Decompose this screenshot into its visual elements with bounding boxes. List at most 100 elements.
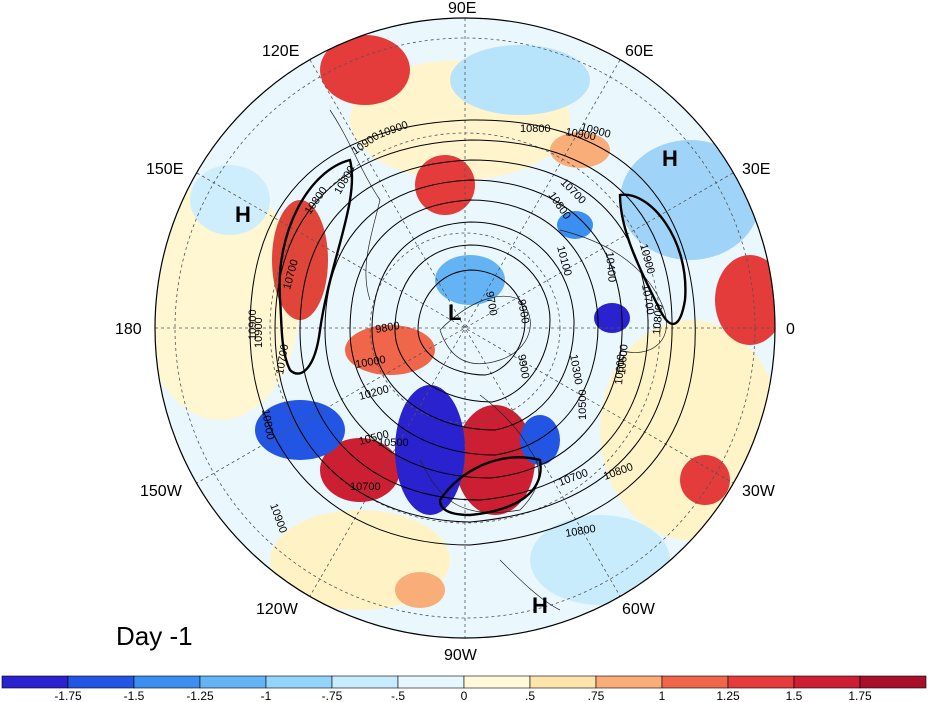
contour-10500 (324, 179, 623, 479)
colorbar-tick-label: 1 (659, 689, 666, 702)
contour-label: 10500 (577, 389, 589, 420)
shade-lightblue-south (530, 515, 670, 605)
colorbar-tick-label: -1 (261, 689, 272, 702)
shade-red-west-europe (715, 255, 775, 345)
contour-label: 9800 (374, 320, 400, 336)
colorbar-swatch (265, 675, 333, 689)
colorbar-swatch (331, 675, 399, 689)
shade-blue-siberia (557, 211, 593, 239)
meridian-150e-30w (196, 172, 734, 484)
lon-label-120w: 120W (256, 601, 299, 618)
shade-lightblue-north (450, 45, 590, 115)
colorbar-swatch (595, 675, 663, 689)
shade-orange-60e (550, 132, 610, 168)
colorbar-tick-label: 1.75 (848, 689, 872, 702)
jet-contour-east (618, 193, 687, 325)
jet-contour-west (278, 158, 354, 375)
contour-10100 (371, 221, 575, 431)
contour-label: 9700 (483, 290, 499, 316)
contour-label: 10800 (651, 304, 666, 336)
colorbar: -1.75 -1.5 -1.25 -1 -.75 -.5 0 .5 .75 1 1.25 1.5 1.7… (1, 675, 927, 702)
shade-lightblue-150e (190, 165, 270, 235)
shade-red-atlantic (680, 455, 730, 505)
coastline-central-america (499, 559, 561, 611)
height-contours (249, 119, 696, 546)
lon-label-30w: 30W (742, 483, 776, 500)
colorbar-swatch (67, 675, 135, 689)
contour-10800 (274, 139, 673, 523)
shade-pale-yellow-west (155, 180, 300, 420)
high-atlantic-south: H (532, 593, 548, 618)
colorbar-swatch (859, 675, 927, 689)
shade-red-pacific (320, 438, 400, 502)
lon-label-60e: 60E (625, 43, 653, 60)
contour-label: 10800 (259, 408, 276, 440)
colorbar-swatch (133, 675, 201, 689)
high-pacific-west: H (235, 202, 251, 227)
contour-9900 (394, 244, 551, 403)
shade-lightblue-europe (620, 140, 760, 260)
contour-labels: 1090010800109001070010800109001070010900… (247, 119, 666, 540)
contour-10300 (349, 199, 599, 456)
coastline-arctic (439, 296, 531, 364)
contour-10700 (299, 159, 649, 501)
contour-label: 10700 (639, 283, 656, 315)
colorbar-swatch (1, 675, 69, 689)
lon-label-120e: 120E (262, 43, 299, 60)
contour-label: 10700 (350, 481, 381, 493)
colorbar-tick-label: 1.25 (716, 689, 740, 702)
shade-orange-south (395, 572, 445, 608)
lon-label-90w: 90W (444, 647, 478, 664)
lon-label-90e: 90E (448, 0, 476, 17)
shade-blue-trough (395, 385, 465, 515)
colorbar-swatch (529, 675, 597, 689)
high-europe: H (662, 146, 678, 171)
contour-label: 10700 (274, 343, 291, 375)
meridian-120e-60w (309, 59, 621, 597)
lon-label-150e: 150E (146, 161, 183, 178)
low-polar: L (448, 300, 461, 325)
contour-label: 10900 (247, 309, 259, 340)
colorbar-tick-label: .5 (525, 689, 535, 702)
lon-label-150w: 150W (140, 483, 183, 500)
shade-red-north-center (415, 155, 475, 215)
colorbar-tick-label: -1.25 (186, 689, 214, 702)
colorbar-tick-label: -1.75 (54, 689, 82, 702)
colorbar-tick-label: -1.5 (124, 689, 145, 702)
contour-label: 9900 (515, 353, 531, 379)
contour-label: 10800 (564, 523, 596, 540)
shade-blue-polar (435, 255, 505, 305)
shade-blue-scandinavia (594, 303, 630, 333)
colorbar-tick-label: -.5 (391, 689, 405, 702)
jet-contour-south (438, 456, 542, 517)
colorbar-swatch (793, 675, 861, 689)
contour-label: 9900 (515, 298, 531, 324)
contour-label: 10800 (520, 123, 551, 135)
lon-label-30e: 30E (742, 161, 770, 178)
shade-red-alaska (345, 325, 435, 375)
colorbar-tick-label: .75 (588, 689, 605, 702)
contour-label: 10900 (564, 126, 596, 143)
colorbar-swatch (727, 675, 795, 689)
shade-red-120e (320, 35, 410, 105)
pressure-centres: H H H L (235, 146, 678, 618)
meridian-60e-120w (309, 59, 621, 597)
contour-10900-outer (249, 119, 696, 546)
shade-red-ridge-west (272, 200, 328, 320)
colorbar-swatch (199, 675, 267, 689)
lon-label-0: 0 (786, 321, 795, 338)
contour-label: 10000 (354, 354, 386, 371)
colorbar-swatch (463, 675, 531, 689)
coastline-asia-east (329, 109, 381, 301)
panel-label: Day -1 (116, 621, 193, 651)
coastline-north-america (419, 394, 539, 513)
contour-label: 10500 (378, 437, 409, 449)
longitude-labels: 90E 60E 30E 0 30W 60W 90W 120W 150W 180 … (115, 0, 795, 664)
colorbar-tick-label: 1.5 (786, 689, 803, 702)
contour-label: 10900 (253, 317, 265, 348)
disk-border (154, 17, 776, 639)
meridian-30e-150w (196, 172, 734, 484)
contour-label: 10300 (567, 353, 584, 385)
lon-label-60w: 60W (622, 601, 656, 618)
